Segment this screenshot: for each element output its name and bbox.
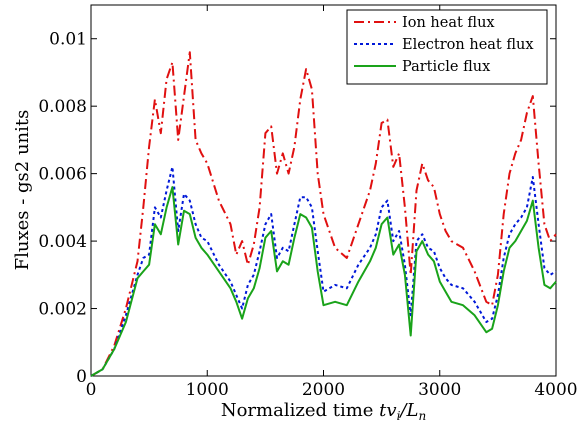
y-tick-label: 0 bbox=[76, 367, 87, 387]
y-axis-label: Fluxes - gs2 units bbox=[12, 110, 33, 271]
legend-label: Particle flux bbox=[402, 59, 490, 75]
legend-label: Electron heat flux bbox=[402, 37, 534, 53]
y-tick-label: 0.002 bbox=[38, 300, 87, 320]
x-tick-label: 2000 bbox=[302, 380, 345, 400]
series-line-ion-heat-flux bbox=[90, 51, 557, 377]
x-axis-label: Normalized time tvi/Ln bbox=[221, 400, 426, 423]
y-tick-label: 0.006 bbox=[38, 165, 87, 185]
y-tick-label: 0.008 bbox=[38, 97, 87, 117]
x-tick-label: 0 bbox=[86, 380, 97, 400]
x-tick-label: 3000 bbox=[418, 380, 461, 400]
axis-ticks: 0 1000 2000 3000 4000 0 0.002 0.004 0.006 0.008 0.… bbox=[38, 5, 578, 400]
y-tick-label: 0.004 bbox=[38, 232, 87, 252]
legend-label: Ion heat flux bbox=[402, 15, 495, 31]
series-line-particle-flux bbox=[90, 186, 557, 377]
x-tick-label: 1000 bbox=[186, 380, 229, 400]
series-layer bbox=[90, 51, 557, 377]
series-line-electron-heat-flux bbox=[90, 165, 557, 377]
x-tick-label: 4000 bbox=[534, 380, 577, 400]
y-tick-label: 0.01 bbox=[49, 30, 87, 50]
legend: Ion heat flux Electron heat flux Particle … bbox=[346, 9, 548, 85]
